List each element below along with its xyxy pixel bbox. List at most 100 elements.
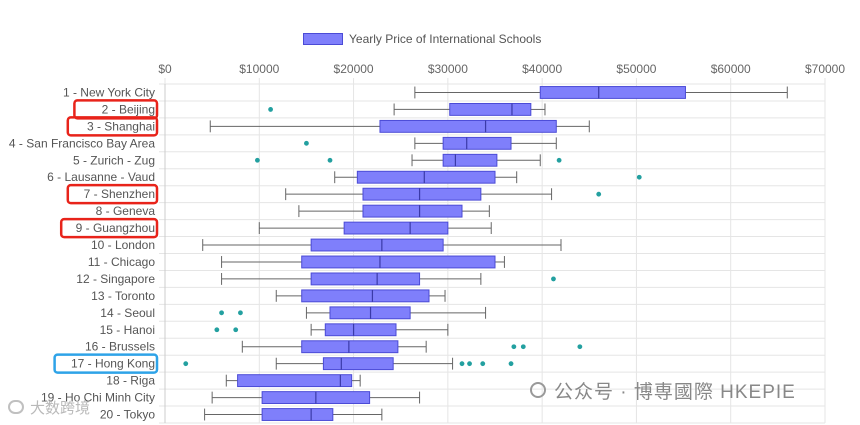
category-label: 9 - Guangzhou [76, 221, 155, 235]
box-group [204, 408, 383, 421]
category-label: 16 - Brussels [85, 340, 155, 354]
iqr-box [442, 136, 512, 150]
iqr-box [310, 272, 421, 286]
outlier-point [183, 361, 189, 367]
box-layer [183, 86, 788, 421]
box-group [221, 272, 556, 286]
outlier-point [255, 157, 260, 163]
watermark: 公众号 · 博専國際 HKEPIE [530, 378, 796, 403]
category-label: 20 - Tokyo [100, 408, 155, 422]
outlier-point [238, 310, 243, 316]
box-group [211, 391, 421, 405]
category-label: 6 - Lausanne - Vaud [47, 170, 155, 184]
outlier-point [480, 361, 486, 367]
category-label: 5 - Zurich - Zug [73, 153, 155, 167]
category-label: 2 - Beijing [102, 102, 155, 116]
outlier-point [556, 157, 562, 163]
outlier-point [508, 361, 514, 367]
box-group [268, 102, 546, 116]
wechat-icon [530, 382, 546, 398]
category-label: 3 - Shanghai [87, 119, 155, 133]
x-tick-label: $40000 [522, 62, 562, 76]
category-label: 14 - Seoul [100, 306, 155, 320]
outlier-point [511, 344, 517, 350]
legend[interactable]: Yearly Price of International Schools [303, 31, 541, 47]
category-label: 18 - Riga [106, 374, 155, 388]
box-group [241, 340, 583, 354]
watermark-text: 公众号 · 博専國際 HKEPIE [554, 381, 796, 403]
iqr-box [449, 102, 532, 116]
iqr-box [301, 340, 399, 354]
box-group [334, 170, 642, 184]
iqr-box [343, 221, 449, 235]
box-group [285, 187, 602, 201]
outlier-point [520, 344, 526, 350]
category-label: 15 - Hanoi [100, 323, 155, 337]
box-group [298, 204, 490, 218]
box-group [221, 255, 505, 269]
x-axis-ticks: $0 $10000 $20000 $30000 $40000 $50000 $60000 $7… [158, 62, 845, 76]
outlier-point [551, 276, 556, 282]
iqr-box [261, 408, 334, 421]
category-label: 11 - Chicago [88, 255, 155, 269]
box-group [414, 86, 788, 99]
iqr-box [539, 86, 686, 99]
outlier-point [577, 344, 583, 350]
box-group [258, 221, 492, 235]
box-group [214, 323, 449, 337]
outlier-point [596, 191, 602, 197]
outlier-point [636, 174, 642, 180]
highlight-box [66, 116, 159, 137]
highlight-box [53, 353, 159, 374]
legend-label: Yearly Price of International Schools [349, 32, 542, 46]
x-tick-label: $50000 [616, 62, 656, 76]
iqr-box [379, 119, 557, 133]
box-group [219, 306, 487, 320]
box-group [225, 374, 361, 388]
box-group [202, 238, 562, 252]
iqr-box [301, 289, 430, 303]
x-tick-label: $70000 [805, 62, 845, 76]
watermark-tag-text: 大数跨境 [30, 399, 91, 417]
iqr-box [362, 187, 482, 201]
outlier-point [233, 327, 239, 333]
grid-layer [159, 78, 826, 424]
iqr-box [356, 170, 496, 184]
iqr-box [322, 357, 394, 371]
iqr-box [442, 153, 498, 167]
highlight-box [59, 217, 159, 239]
box-group [304, 136, 557, 150]
outlier-point [214, 327, 220, 333]
box-group [183, 357, 514, 371]
category-label: 12 - Singapore [76, 272, 155, 286]
box-group [275, 289, 446, 303]
category-label: 7 - Shenzhen [84, 187, 155, 201]
iqr-box [237, 374, 353, 388]
y-axis-labels: 1 - New York City 2 - Beijing 3 - Shanghai… [9, 85, 159, 422]
highlight-box [66, 183, 159, 205]
category-label: 4 - San Francisco Bay Area [9, 136, 155, 150]
iqr-box [362, 204, 463, 218]
x-tick-label: $0 [158, 62, 172, 76]
outlier-point [268, 107, 273, 112]
category-label: 19 - Ho Chi Minh City [41, 391, 155, 405]
iqr-box [324, 323, 397, 337]
iqr-box [301, 255, 496, 269]
x-tick-label: $30000 [428, 62, 468, 76]
category-label: 13 - Toronto [91, 289, 155, 303]
category-label: 10 - London [91, 238, 155, 252]
x-tick-label: $10000 [239, 62, 279, 76]
x-tick-label: $60000 [711, 62, 751, 76]
category-label: 17 - Hong Kong [71, 357, 155, 371]
legend-swatch [303, 33, 343, 45]
outlier-point [304, 140, 309, 146]
brand-icon [8, 400, 24, 414]
outlier-point [459, 361, 465, 367]
box-group [209, 119, 590, 133]
x-tick-label: $20000 [334, 62, 374, 76]
outlier-point [219, 310, 224, 316]
outlier-point [327, 157, 333, 163]
category-label: 1 - New York City [63, 85, 155, 99]
iqr-box [310, 238, 444, 252]
